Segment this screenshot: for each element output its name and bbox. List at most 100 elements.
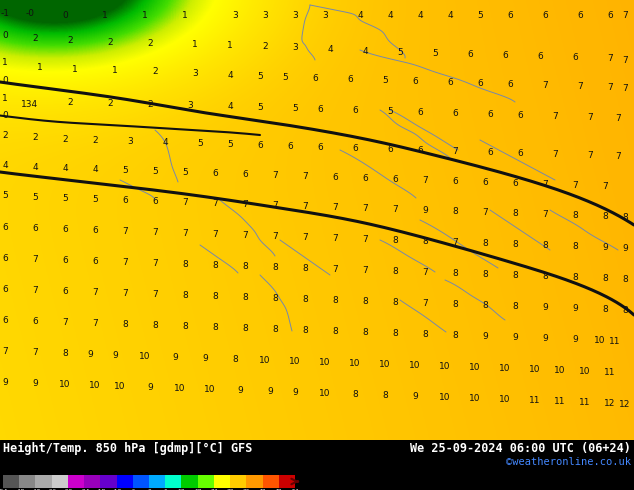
Text: 7: 7 <box>577 81 583 91</box>
Text: 9: 9 <box>572 303 578 313</box>
Text: 8: 8 <box>452 206 458 216</box>
Text: -12: -12 <box>111 489 122 490</box>
Text: 7: 7 <box>2 346 8 356</box>
Text: 9: 9 <box>2 377 8 387</box>
Text: 7: 7 <box>392 204 398 214</box>
Text: 5: 5 <box>122 166 128 174</box>
Text: 7: 7 <box>422 175 428 185</box>
Text: 8: 8 <box>332 295 338 304</box>
Text: -6: -6 <box>129 489 136 490</box>
Text: 8: 8 <box>212 292 218 300</box>
Text: Height/Temp. 850 hPa [gdmp][°C] GFS: Height/Temp. 850 hPa [gdmp][°C] GFS <box>3 442 252 455</box>
Text: 6: 6 <box>487 109 493 119</box>
Text: 10: 10 <box>579 367 591 375</box>
Text: 8: 8 <box>452 269 458 277</box>
Text: 6: 6 <box>507 10 513 20</box>
Text: 4: 4 <box>162 138 168 147</box>
Text: 3: 3 <box>127 137 133 146</box>
Text: 10: 10 <box>499 394 511 403</box>
Text: 7: 7 <box>452 238 458 246</box>
Bar <box>149 475 165 488</box>
Bar <box>230 475 247 488</box>
Text: 6: 6 <box>332 172 338 181</box>
Text: 8: 8 <box>392 267 398 275</box>
Text: 7: 7 <box>92 288 98 296</box>
Text: 2: 2 <box>262 42 268 50</box>
Text: 3: 3 <box>322 10 328 20</box>
Text: 8: 8 <box>352 390 358 398</box>
Text: 8: 8 <box>182 291 188 299</box>
Text: 7: 7 <box>122 289 128 297</box>
Text: 7: 7 <box>422 268 428 276</box>
Text: 42: 42 <box>259 489 266 490</box>
Text: 6: 6 <box>537 51 543 60</box>
Text: 7: 7 <box>542 80 548 90</box>
Bar <box>19 475 36 488</box>
Text: 9: 9 <box>572 335 578 343</box>
Text: 8: 8 <box>272 294 278 302</box>
Text: 4: 4 <box>357 10 363 20</box>
Text: 3: 3 <box>262 10 268 20</box>
Text: -36: -36 <box>46 489 57 490</box>
Text: 5: 5 <box>257 102 263 112</box>
Text: 9: 9 <box>422 205 428 215</box>
Text: 4: 4 <box>447 10 453 20</box>
Text: 10: 10 <box>289 357 301 366</box>
Text: 2: 2 <box>2 130 8 140</box>
Text: 10: 10 <box>379 360 391 368</box>
Text: 8: 8 <box>212 322 218 332</box>
Text: 30: 30 <box>226 489 234 490</box>
Text: 6: 6 <box>607 10 613 20</box>
Text: 2: 2 <box>92 136 98 145</box>
Text: 6: 6 <box>2 316 8 324</box>
Text: 5: 5 <box>257 72 263 80</box>
Text: 8: 8 <box>572 272 578 281</box>
Text: 36: 36 <box>243 489 250 490</box>
Text: 8: 8 <box>362 296 368 305</box>
Text: 7: 7 <box>587 150 593 160</box>
Text: 1: 1 <box>2 94 8 102</box>
Text: 0: 0 <box>147 489 151 490</box>
Text: 8: 8 <box>512 301 518 311</box>
Text: 4: 4 <box>362 47 368 55</box>
Text: 7: 7 <box>272 200 278 210</box>
Text: 6: 6 <box>512 178 518 188</box>
Text: 6: 6 <box>92 256 98 266</box>
Text: 7: 7 <box>62 318 68 326</box>
Text: 7: 7 <box>542 179 548 189</box>
Text: 6: 6 <box>467 49 473 58</box>
Text: 8: 8 <box>302 325 308 335</box>
Text: 4: 4 <box>2 161 8 170</box>
Text: 6: 6 <box>517 111 523 120</box>
Text: 1: 1 <box>37 63 43 72</box>
Text: 6: 6 <box>352 105 358 115</box>
Text: 8: 8 <box>622 305 628 315</box>
Text: 6: 6 <box>452 176 458 186</box>
Text: 134: 134 <box>22 99 39 108</box>
Text: 9: 9 <box>292 388 298 396</box>
Text: 7: 7 <box>302 172 308 180</box>
Text: 6: 6 <box>32 317 38 325</box>
Text: 2: 2 <box>107 38 113 47</box>
Text: 1: 1 <box>142 10 148 20</box>
Text: 6: 6 <box>362 173 368 182</box>
Text: 12: 12 <box>604 398 616 408</box>
Text: 8: 8 <box>272 263 278 271</box>
Text: 7: 7 <box>32 254 38 264</box>
Text: 7: 7 <box>362 235 368 244</box>
Text: 5: 5 <box>197 139 203 147</box>
Text: 9: 9 <box>267 387 273 395</box>
Bar <box>68 475 84 488</box>
Text: 7: 7 <box>615 151 621 161</box>
Text: 4: 4 <box>92 165 98 173</box>
Bar <box>51 475 68 488</box>
Text: 11: 11 <box>554 396 566 406</box>
Text: 9: 9 <box>482 332 488 341</box>
Text: 7: 7 <box>552 112 558 121</box>
Text: 8: 8 <box>302 294 308 303</box>
Text: 9: 9 <box>237 386 243 394</box>
Text: 6: 6 <box>212 169 218 177</box>
Text: -24: -24 <box>79 489 90 490</box>
Bar <box>247 475 262 488</box>
Text: 6: 6 <box>502 50 508 59</box>
